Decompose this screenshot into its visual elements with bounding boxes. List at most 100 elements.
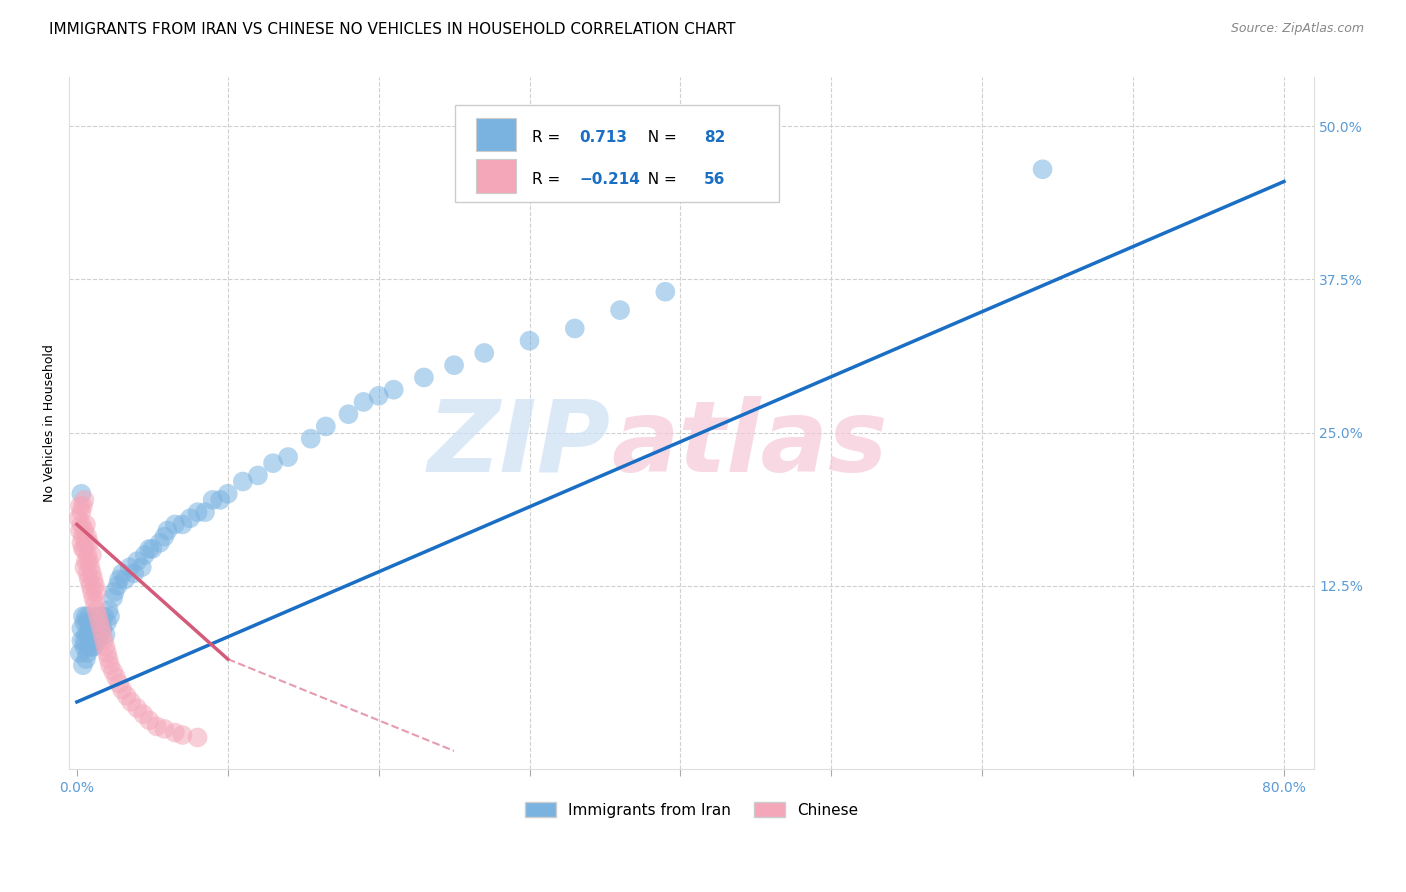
Point: [73, 524, 96, 538]
Point: [80, 548, 103, 562]
Point: [87, 615, 110, 630]
Point: [262, 456, 284, 470]
Point: [111, 682, 134, 697]
Point: [93, 633, 115, 648]
Point: [73, 615, 96, 630]
Point: [80, 566, 103, 581]
Point: [75, 517, 97, 532]
Point: [97, 603, 120, 617]
Text: 0.713: 0.713: [579, 130, 627, 145]
Point: [89, 627, 111, 641]
Point: [82, 591, 104, 605]
Point: [299, 432, 322, 446]
Point: [75, 554, 97, 568]
Point: [412, 370, 434, 384]
Point: [94, 627, 117, 641]
Point: [277, 450, 299, 464]
Point: [367, 389, 389, 403]
Point: [76, 615, 98, 630]
Point: [131, 560, 153, 574]
Point: [111, 566, 134, 581]
FancyBboxPatch shape: [477, 159, 516, 193]
Text: Source: ZipAtlas.com: Source: ZipAtlas.com: [1230, 22, 1364, 36]
Point: [70, 535, 93, 549]
Point: [79, 579, 101, 593]
Point: [70, 633, 93, 648]
Point: [153, 722, 176, 736]
Point: [179, 511, 201, 525]
Point: [654, 285, 676, 299]
Point: [93, 609, 115, 624]
Point: [609, 303, 631, 318]
Point: [187, 731, 209, 745]
Text: IMMIGRANTS FROM IRAN VS CHINESE NO VEHICLES IN HOUSEHOLD CORRELATION CHART: IMMIGRANTS FROM IRAN VS CHINESE NO VEHIC…: [49, 22, 735, 37]
Point: [67, 511, 90, 525]
Point: [337, 407, 360, 421]
Point: [72, 541, 94, 556]
Point: [69, 646, 91, 660]
FancyBboxPatch shape: [477, 118, 516, 152]
Point: [141, 541, 163, 556]
Point: [84, 633, 107, 648]
Point: [73, 633, 96, 648]
Point: [87, 609, 110, 624]
Point: [108, 676, 131, 690]
Point: [75, 627, 97, 641]
Point: [153, 530, 176, 544]
Point: [127, 554, 149, 568]
Point: [76, 646, 98, 660]
Point: [80, 640, 103, 654]
Legend: Immigrants from Iran, Chinese: Immigrants from Iran, Chinese: [519, 796, 865, 824]
Point: [146, 719, 169, 733]
Point: [138, 541, 160, 556]
Point: [77, 640, 100, 654]
Point: [72, 609, 94, 624]
Point: [69, 499, 91, 513]
Point: [73, 640, 96, 654]
Point: [75, 652, 97, 666]
Point: [172, 728, 194, 742]
Point: [80, 615, 103, 630]
Point: [82, 640, 104, 654]
Point: [94, 640, 117, 654]
Text: 56: 56: [704, 172, 725, 187]
Text: N =: N =: [638, 172, 682, 187]
Point: [1031, 162, 1053, 177]
FancyBboxPatch shape: [456, 105, 779, 202]
Point: [382, 383, 405, 397]
Point: [70, 505, 93, 519]
Point: [101, 591, 124, 605]
Point: [69, 524, 91, 538]
Point: [86, 603, 108, 617]
Point: [91, 627, 114, 641]
Text: R =: R =: [533, 130, 565, 145]
Text: 82: 82: [704, 130, 725, 145]
Point: [187, 505, 209, 519]
Point: [96, 646, 118, 660]
Point: [98, 658, 121, 673]
Point: [172, 517, 194, 532]
Point: [87, 633, 110, 648]
Point: [564, 321, 586, 335]
Point: [105, 670, 128, 684]
Point: [75, 609, 97, 624]
Point: [96, 615, 118, 630]
Point: [91, 622, 114, 636]
Point: [76, 530, 98, 544]
Point: [76, 627, 98, 641]
Point: [77, 535, 100, 549]
Point: [72, 499, 94, 513]
Point: [149, 535, 172, 549]
Point: [127, 701, 149, 715]
Point: [353, 395, 375, 409]
Point: [209, 492, 232, 507]
Point: [115, 689, 138, 703]
Point: [73, 492, 96, 507]
Point: [443, 358, 465, 372]
Point: [76, 548, 98, 562]
Point: [77, 554, 100, 568]
Text: ZIP: ZIP: [427, 396, 610, 492]
Text: R =: R =: [533, 172, 565, 187]
Point: [90, 622, 112, 636]
Text: N =: N =: [638, 130, 682, 145]
